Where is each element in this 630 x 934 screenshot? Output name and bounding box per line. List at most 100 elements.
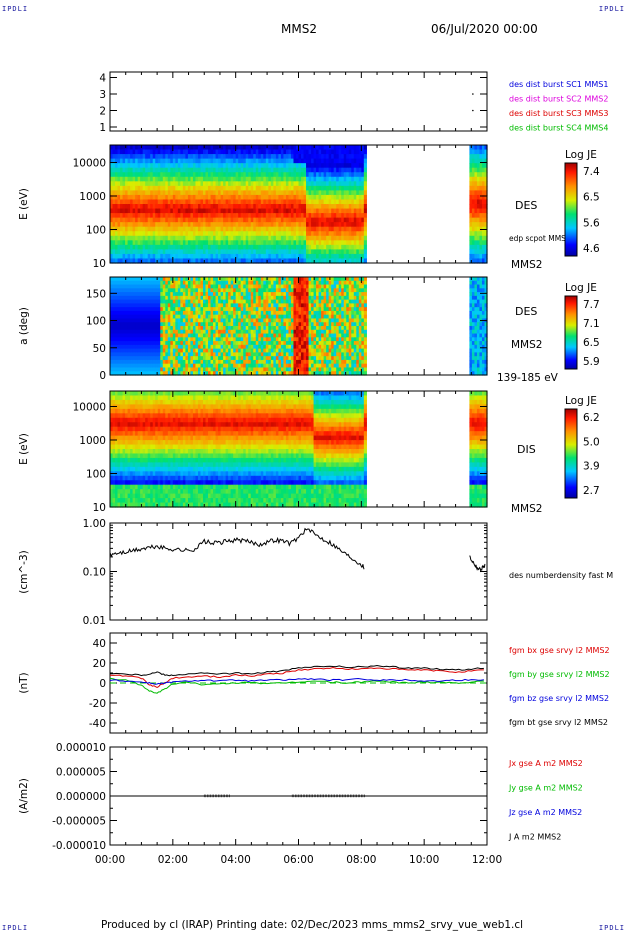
spectrogram-cell xyxy=(218,213,222,219)
spectrogram-cell xyxy=(288,235,292,241)
des-energy-colorbar-tick: 4.6 xyxy=(583,243,600,255)
spectrogram-cell xyxy=(162,280,166,286)
spectrogram-cell xyxy=(316,235,320,241)
spectrogram-cell xyxy=(253,341,257,346)
spectrogram-cell xyxy=(125,217,129,223)
spectrogram-cell xyxy=(275,253,279,260)
spectrogram-cell xyxy=(290,231,295,237)
spectrogram-cell xyxy=(353,190,357,196)
spectrogram-cell xyxy=(155,310,159,316)
spectrogram-cell xyxy=(215,244,219,250)
spectrogram-cell xyxy=(471,145,476,151)
spectrogram-cell xyxy=(356,222,360,228)
spectrogram-cell xyxy=(177,318,181,323)
spectrogram-cell xyxy=(308,208,312,214)
spectrogram-cell xyxy=(160,154,164,160)
spectrogram-cell xyxy=(185,363,189,369)
spectrogram-cell xyxy=(150,292,154,297)
spectrogram-cell xyxy=(243,299,247,304)
spectrogram-cell xyxy=(197,253,202,260)
spectrogram-cell xyxy=(165,292,169,297)
spectrogram-cell xyxy=(278,158,282,164)
spectrogram-cell xyxy=(363,149,367,155)
spectrogram-cell xyxy=(346,181,350,187)
spectrogram-cell xyxy=(346,249,350,255)
spectrogram-cell xyxy=(177,158,181,164)
spectrogram-cell xyxy=(338,194,342,201)
spectrogram-cell xyxy=(285,226,290,232)
spectrogram-cell xyxy=(255,356,259,361)
spectrogram-cell xyxy=(270,314,274,320)
spectrogram-cell xyxy=(177,348,181,353)
spectrogram-cell xyxy=(301,348,305,353)
spectrogram-cell xyxy=(343,172,347,178)
spectrogram-cell xyxy=(255,352,259,357)
spectrogram-cell xyxy=(238,158,242,164)
spectrogram-cell xyxy=(152,329,156,335)
spectrogram-cell xyxy=(268,258,272,264)
spectrogram-cell xyxy=(361,235,365,241)
spectrogram-cell xyxy=(220,363,224,369)
panel-frame xyxy=(109,71,488,132)
spectrogram-cell xyxy=(235,185,239,191)
spectrogram-cell xyxy=(288,217,292,223)
spectrogram-cell xyxy=(265,356,269,361)
spectrogram-cell xyxy=(348,249,352,255)
spectrogram-cell xyxy=(260,307,264,312)
spectrogram-cell xyxy=(471,185,476,191)
spectrogram-cell xyxy=(255,348,259,353)
spectrogram-cell xyxy=(150,322,154,327)
spectrogram-cell xyxy=(125,194,129,201)
spectrogram-cell xyxy=(228,199,232,205)
spectrogram-cell xyxy=(311,185,315,191)
spectrogram-cell xyxy=(137,292,141,297)
spectrogram-cell xyxy=(301,222,305,228)
spectrogram-cell xyxy=(351,240,355,246)
spectrogram-cell xyxy=(180,181,184,187)
spectrogram-cell xyxy=(283,158,287,164)
spectrogram-cell xyxy=(192,326,197,331)
spectrogram-cell xyxy=(215,213,219,219)
spectrogram-cell xyxy=(192,280,197,286)
spectrogram-cell xyxy=(130,172,134,178)
spectrogram-cell xyxy=(185,154,189,160)
spectrogram-cell xyxy=(353,181,357,187)
spectrogram-cell xyxy=(122,185,126,191)
spectrogram-cell xyxy=(280,356,285,361)
spectrogram-cell xyxy=(127,208,131,214)
spectrogram-cell xyxy=(270,194,274,201)
spectrogram-cell xyxy=(253,284,257,289)
spectrogram-cell xyxy=(185,371,189,376)
spectrogram-cell xyxy=(263,329,267,335)
spectrogram-cell xyxy=(243,208,247,214)
spectrogram-cell xyxy=(255,344,259,350)
spectrogram-cell xyxy=(230,158,234,164)
spectrogram-cell xyxy=(110,240,114,246)
spectrogram-cell xyxy=(303,149,307,155)
spectrogram-cell xyxy=(270,176,274,182)
spectrogram-cell xyxy=(268,344,272,350)
spectrogram-cell xyxy=(323,163,327,169)
spectrogram-cell xyxy=(200,307,204,312)
spectrogram-cell xyxy=(132,208,136,214)
spectrogram-cell xyxy=(481,222,486,228)
spectrogram-cell xyxy=(278,280,282,286)
spectrogram-cell xyxy=(245,329,249,335)
spectrogram-cell xyxy=(278,292,282,297)
spectrogram-cell xyxy=(341,172,345,178)
spectrogram-cell xyxy=(170,310,174,316)
spectrogram-cell xyxy=(255,194,259,201)
spectrogram-cell xyxy=(303,235,307,241)
spectrogram-cell xyxy=(185,333,189,338)
spectrogram-cell xyxy=(338,231,342,237)
spectrogram-cell xyxy=(225,181,229,187)
spectrogram-cell xyxy=(150,341,154,346)
spectrogram-cell xyxy=(117,226,121,232)
spectrogram-cell xyxy=(270,348,274,353)
spectrogram-cell xyxy=(353,194,357,201)
spectrogram-cell xyxy=(238,190,242,196)
spectrogram-cell xyxy=(240,348,244,353)
spectrogram-cell xyxy=(273,280,277,286)
spectrogram-cell xyxy=(187,258,192,264)
spectrogram-cell xyxy=(356,213,360,219)
